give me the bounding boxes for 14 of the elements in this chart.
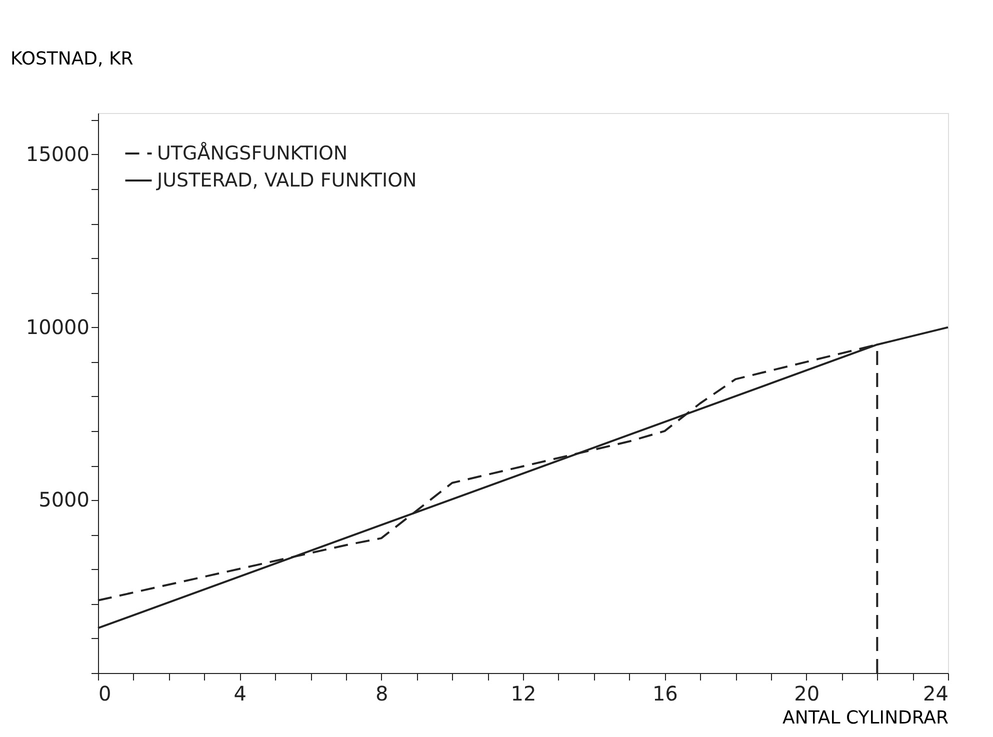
x-tick-label: 0 xyxy=(98,682,112,706)
x-tick-label: 12 xyxy=(510,682,536,706)
x-axis-title: ANTAL CYLINDRAR xyxy=(782,708,948,728)
y-axis-title: KOSTNAD, KR xyxy=(10,48,134,70)
y-tick-label: 15000 xyxy=(26,142,90,166)
x-tick-label: 8 xyxy=(375,682,388,706)
legend-label: UTGÅNGSFUNKTION xyxy=(157,142,348,164)
x-tick-label: 24 xyxy=(923,682,948,706)
legend-label: JUSTERAD, VALD FUNKTION xyxy=(156,170,417,192)
x-tick-label: 4 xyxy=(234,682,247,706)
y-tick-label: 10000 xyxy=(26,314,90,339)
x-tick-label: 20 xyxy=(794,682,820,706)
y-tick-label: 5000 xyxy=(38,488,90,512)
x-tick-label: 16 xyxy=(652,682,678,706)
